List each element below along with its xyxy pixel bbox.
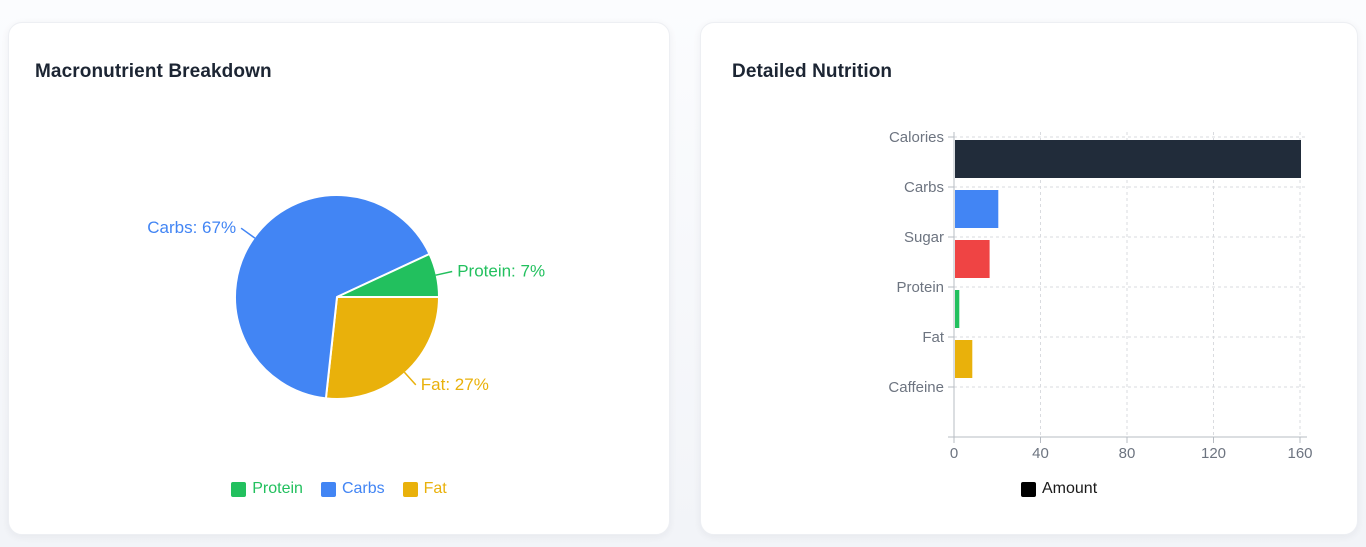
bar-carbs[interactable] (955, 190, 999, 228)
pie-legend-item-protein[interactable]: Protein (231, 480, 303, 498)
bar-legend-label-amount: Amount (1042, 480, 1098, 497)
bar-legend-swatch-amount (1021, 481, 1036, 497)
detailed-nutrition-card: Detailed Nutrition Calories Carbs Sugar Pro… (700, 22, 1358, 535)
pie-legend-swatch-fat (402, 481, 418, 497)
pie-legend-item-carbs[interactable]: Carbs (320, 480, 385, 498)
macronutrient-card: Macronutrient Breakdown Fat: 27% Carbs: 6… (8, 22, 670, 535)
pie-callout-label-carbs: Carbs: 67% (147, 218, 236, 237)
pie-legend-label-carbs: Carbs (341, 480, 385, 497)
bar-legend-item-amount[interactable]: Amount (1021, 480, 1097, 498)
pie-legend: Protein Carbs Fat (9, 480, 669, 498)
macronutrient-pie-chart[interactable]: Fat: 27% Carbs: 67% Protein: 7% (9, 23, 671, 536)
y-axis-label-carbs: Carbs (904, 179, 944, 196)
nutrition-bar-chart[interactable]: Calories Carbs Sugar Protein Fat Caffeine 0 40 8… (701, 23, 1359, 536)
pie-callout-line-carbs (240, 227, 256, 239)
pie-callout-line-fat (403, 371, 417, 386)
bar-chart-title: Detailed Nutrition (732, 61, 893, 82)
x-axis-label-120: 120 (1201, 445, 1226, 462)
pie-legend-swatch-protein (231, 481, 247, 497)
bar-calories[interactable] (955, 140, 1301, 178)
bar-sugar[interactable] (955, 240, 990, 278)
y-axis-label-protein: Protein (896, 279, 944, 296)
bar-fat[interactable] (955, 340, 973, 378)
y-axis-label-fat: Fat (922, 329, 945, 346)
pie-legend-label-protein: Protein (252, 480, 303, 497)
x-axis-label-160: 160 (1287, 445, 1312, 462)
pie-callout-line-protein (435, 270, 453, 276)
x-axis-label-80: 80 (1119, 445, 1136, 462)
pie-legend-swatch-carbs (320, 481, 336, 497)
y-axis-label-calories: Calories (889, 129, 944, 146)
y-axis-label-sugar: Sugar (904, 229, 944, 246)
pie-callout-label-protein: Protein: 7% (457, 262, 545, 281)
x-axis-label-40: 40 (1032, 445, 1049, 462)
pie-chart-title: Macronutrient Breakdown (35, 61, 272, 82)
y-axis-label-caffeine: Caffeine (888, 379, 944, 396)
bar-legend: Amount (1021, 480, 1097, 498)
x-axis-label-0: 0 (950, 445, 958, 462)
pie-legend-item-fat[interactable]: Fat (402, 480, 447, 498)
pie-callout-label-fat: Fat: 27% (421, 375, 489, 394)
pie-legend-label-fat: Fat (423, 480, 447, 497)
bar-protein[interactable] (955, 290, 960, 328)
